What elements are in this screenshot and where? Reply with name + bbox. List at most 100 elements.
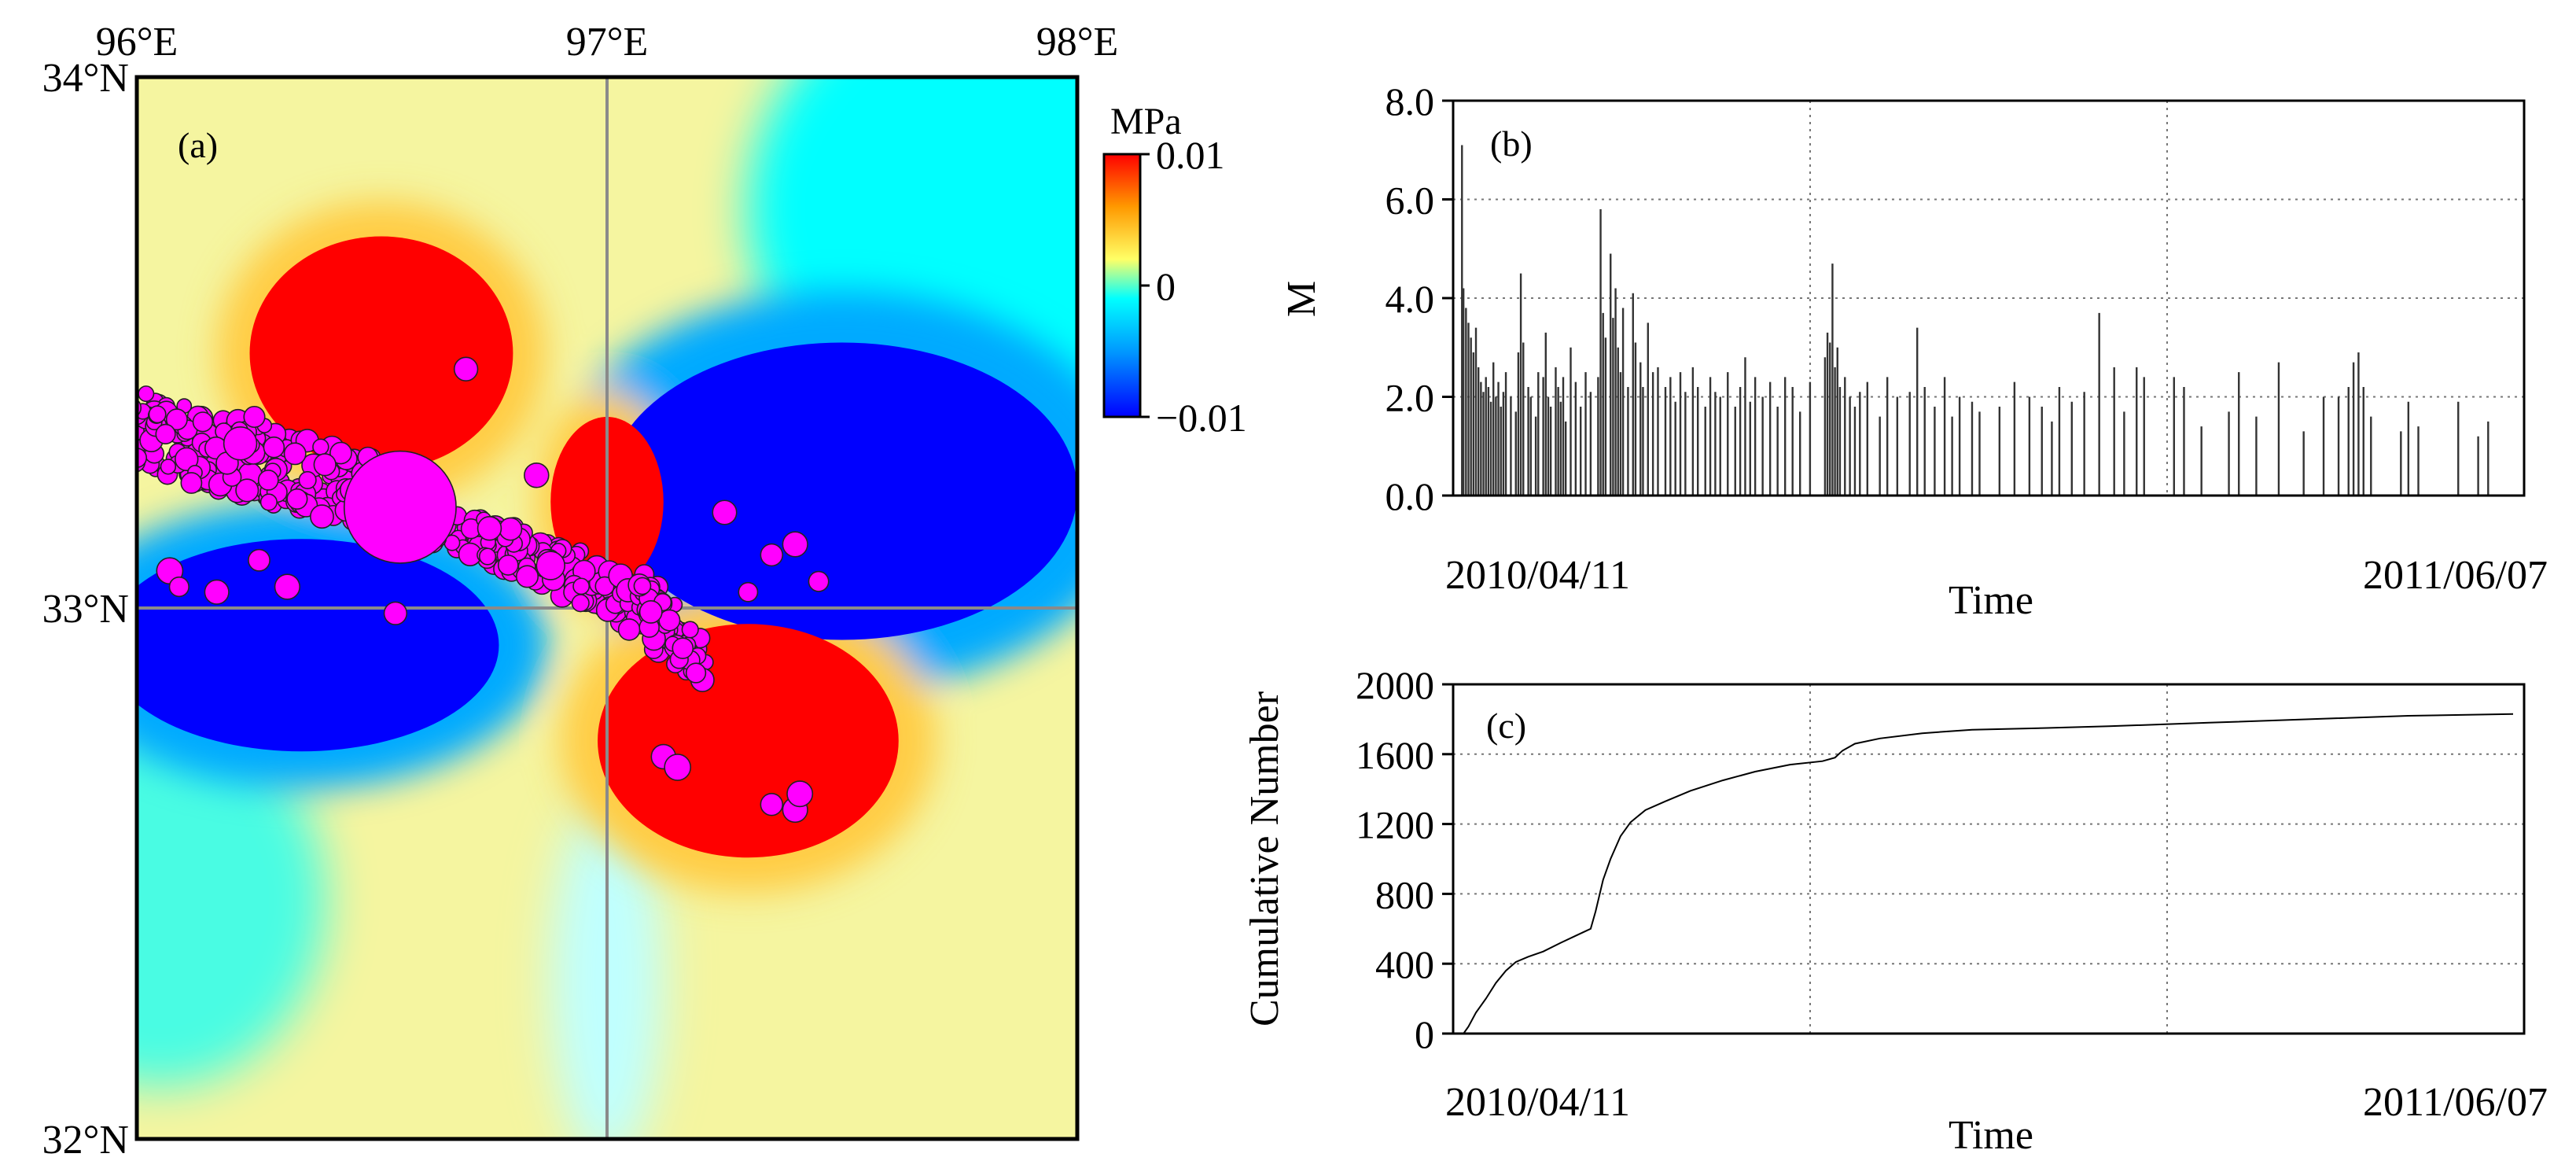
aftershock-marker xyxy=(180,472,203,494)
aftershock-marker xyxy=(571,594,590,613)
colorbar-tick-label: −0.01 xyxy=(1156,396,1247,440)
aftershock-marker xyxy=(572,577,591,595)
aftershock-markers xyxy=(113,356,830,824)
aftershock-marker xyxy=(248,548,270,572)
aftershock-marker xyxy=(685,662,707,684)
xlabel-end-c: 2011/06/07 xyxy=(2363,1080,2548,1125)
aftershock-marker xyxy=(497,555,519,576)
colorbar-tick-label: 0 xyxy=(1156,264,1176,308)
xlabel-b: Time xyxy=(1949,578,2033,623)
aftershock-marker xyxy=(235,478,259,503)
aftershock-marker xyxy=(160,459,177,475)
grid-b xyxy=(1453,101,2524,496)
aftershock-marker xyxy=(786,780,814,808)
aftershock-marker xyxy=(174,447,199,472)
large-aftershock-1 xyxy=(535,551,565,580)
aftershock-marker xyxy=(120,413,134,428)
panel-label-c: (c) xyxy=(1486,706,1526,746)
y-tick-label: 0 xyxy=(1415,1012,1434,1056)
xlabel-c: Time xyxy=(1949,1113,2033,1158)
lon-tick-label: 97°E xyxy=(566,20,649,64)
aftershock-marker xyxy=(138,385,155,403)
aftershock-marker xyxy=(148,405,167,424)
colorbar-tick-label: 0.01 xyxy=(1156,133,1225,177)
aftershock-marker xyxy=(259,493,278,511)
aftershock-marker xyxy=(298,470,317,489)
xlabel-end-b: 2011/06/07 xyxy=(2363,553,2548,598)
y-tick-label: 1200 xyxy=(1356,803,1434,847)
map-tick-labels: 96°E 97°E 98°E 34°N 33°N 32°N xyxy=(42,20,1119,1163)
y-tick-label: 2.0 xyxy=(1386,376,1435,420)
ylabel-b: M xyxy=(1279,281,1324,317)
grid-c xyxy=(1453,684,2524,1034)
aftershock-marker xyxy=(115,448,132,465)
aftershock-marker xyxy=(113,404,134,424)
aftershock-marker xyxy=(453,356,479,381)
aftershock-marker xyxy=(524,462,550,488)
panel-b: 0.0 2.0 4.0 6.0 8.0 (b) M 2010/04/11 2011/06… xyxy=(1279,79,2548,623)
aftershock-marker xyxy=(192,411,214,433)
aftershock-marker xyxy=(515,565,539,588)
lat-tick-label: 34°N xyxy=(42,56,129,101)
aftershock-marker xyxy=(168,576,190,598)
aftershock-marker xyxy=(760,543,784,567)
y-ticks-c: 0 400 800 1200 1600 2000 xyxy=(1356,663,1453,1056)
y-tick-label: 800 xyxy=(1375,872,1434,916)
aftershock-marker xyxy=(310,504,334,529)
aftershock-marker xyxy=(120,423,134,437)
aftershock-marker xyxy=(672,637,694,659)
aftershock-marker xyxy=(782,531,808,558)
plot-frame-c xyxy=(1452,683,2526,1035)
positive-lobe-2 xyxy=(598,624,899,858)
cumulative-curve xyxy=(1463,713,2514,1034)
negative-lobe-0 xyxy=(607,342,1077,640)
aftershock-marker xyxy=(633,577,652,595)
xlabel-start-b: 2010/04/11 xyxy=(1445,553,1630,598)
aftershock-marker xyxy=(155,423,176,444)
panel-label-b: (b) xyxy=(1490,123,1533,164)
lon-tick-label: 96°E xyxy=(96,20,178,64)
panel-label-a: (a) xyxy=(178,125,218,165)
large-aftershock-0 xyxy=(223,426,258,461)
colorbar-unit: MPa xyxy=(1110,101,1182,142)
stress-lobes xyxy=(137,77,1077,1139)
aftershock-marker xyxy=(383,601,408,625)
aftershock-marker xyxy=(257,470,279,491)
aftershock-marker xyxy=(808,570,830,592)
aftershock-marker xyxy=(712,499,738,525)
colorbar-gradient xyxy=(1102,153,1142,418)
aftershock-marker xyxy=(638,600,663,624)
aftershock-marker xyxy=(283,442,307,466)
aftershock-marker xyxy=(286,488,308,510)
y-ticks-b: 0.0 2.0 4.0 6.0 8.0 xyxy=(1386,79,1453,518)
y-tick-label: 1600 xyxy=(1356,733,1434,777)
y-tick-label: 8.0 xyxy=(1386,79,1435,123)
aftershock-marker xyxy=(760,792,784,816)
mainshock-marker xyxy=(343,450,457,564)
colorbar-ticks: 0.01 0 −0.01 xyxy=(1140,133,1247,440)
aftershock-marker xyxy=(617,618,641,641)
aftershock-marker xyxy=(664,754,692,781)
colorbar: MPa 0.01 0 −0.01 xyxy=(1102,101,1247,440)
y-tick-label: 6.0 xyxy=(1386,179,1435,223)
magnitude-bars xyxy=(1461,145,2490,496)
aftershock-marker xyxy=(329,441,352,465)
lon-tick-label: 98°E xyxy=(1036,20,1119,64)
panel-c: 0 400 800 1200 1600 2000 (c) Cumulative Numbe… xyxy=(1242,663,2548,1158)
aftershock-marker xyxy=(165,408,188,431)
map-frame xyxy=(134,75,1080,1141)
aftershock-marker xyxy=(478,547,497,566)
large-aftershock-2 xyxy=(477,515,502,541)
sw-cyan-zone xyxy=(137,714,326,1086)
aftershock-marker xyxy=(738,581,759,603)
ylabel-c: Cumulative Number xyxy=(1242,691,1287,1026)
lat-tick-label: 33°N xyxy=(42,587,129,632)
lat-tick-label: 32°N xyxy=(42,1118,129,1163)
stress-field xyxy=(113,77,1077,1139)
aftershock-marker xyxy=(263,436,285,459)
y-tick-label: 2000 xyxy=(1356,663,1434,707)
y-tick-label: 4.0 xyxy=(1386,277,1435,321)
aftershock-marker xyxy=(243,405,266,429)
aftershock-marker xyxy=(499,517,523,541)
